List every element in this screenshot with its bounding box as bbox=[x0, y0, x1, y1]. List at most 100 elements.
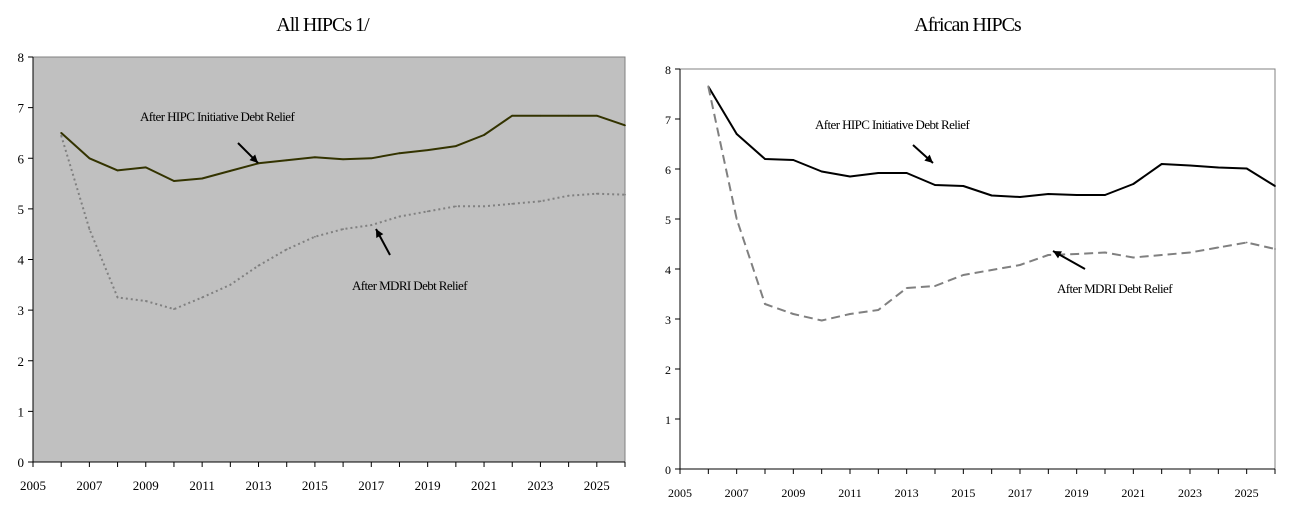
data-point bbox=[877, 172, 880, 174]
y-tick-label: 8 bbox=[18, 50, 25, 65]
x-tick-label: 2009 bbox=[781, 486, 805, 500]
data-point bbox=[707, 85, 710, 88]
data-point bbox=[60, 134, 63, 137]
data-point bbox=[1075, 194, 1078, 196]
data-point bbox=[877, 309, 880, 311]
data-point bbox=[1160, 163, 1163, 165]
x-tick-label: 2011 bbox=[189, 478, 215, 493]
y-tick-label: 1 bbox=[18, 404, 25, 419]
data-point bbox=[483, 134, 485, 136]
data-point bbox=[1189, 251, 1191, 254]
chart-panel-african-hipcs: African HIPCs 0 1 2 3 4 5 6 7 8 2005 2007 2009 2011 2… bbox=[645, 0, 1290, 505]
annotation-arrowhead bbox=[1053, 251, 1062, 259]
data-point bbox=[820, 319, 823, 322]
data-point bbox=[764, 158, 766, 160]
x-tick-label: 2017 bbox=[358, 478, 385, 493]
data-point bbox=[483, 205, 485, 208]
y-tick-label: 3 bbox=[665, 313, 671, 327]
data-point bbox=[1019, 264, 1021, 266]
x-tick-label: 2017 bbox=[1008, 486, 1032, 500]
data-point bbox=[314, 235, 316, 238]
data-point bbox=[934, 285, 936, 287]
y-tick-label: 5 bbox=[18, 202, 25, 217]
y-tick-label: 1 bbox=[665, 413, 671, 427]
data-point bbox=[173, 180, 175, 182]
y-tick-label: 8 bbox=[665, 63, 671, 77]
annotation-label: After HIPC Initiative Debt Relief bbox=[140, 109, 295, 124]
data-point bbox=[285, 159, 288, 162]
data-point bbox=[426, 210, 429, 213]
y-tick-label: 5 bbox=[665, 213, 671, 227]
y-tick-label: 4 bbox=[665, 263, 671, 277]
data-point bbox=[342, 158, 344, 161]
data-point bbox=[539, 114, 542, 117]
chart-title: African HIPCs bbox=[914, 14, 1021, 36]
data-point bbox=[1132, 256, 1135, 259]
data-point bbox=[144, 166, 147, 169]
chart-svg-african-hipcs: 0 1 2 3 4 5 6 7 8 2005 2007 2009 2011 2013 2015 2017 201… bbox=[665, 63, 1276, 500]
y-tick-label: 0 bbox=[665, 463, 671, 477]
data-point bbox=[1274, 248, 1276, 250]
data-point bbox=[116, 296, 119, 299]
data-point bbox=[1047, 254, 1050, 256]
annotation-arrowhead bbox=[249, 154, 258, 163]
data-point bbox=[454, 145, 457, 148]
data-point bbox=[1245, 241, 1248, 244]
data-point bbox=[257, 264, 260, 267]
data-point bbox=[990, 194, 993, 197]
data-point bbox=[820, 170, 823, 173]
data-point bbox=[1019, 196, 1021, 198]
data-point bbox=[595, 192, 598, 195]
x-tick-label: 2007 bbox=[76, 478, 103, 493]
chart-panel-all-hipcs: All HIPCs 1/ 0 1 2 3 4 5 6 7 8 2005 2007 2009 2011 20… bbox=[18, 14, 626, 493]
y-tick-label: 6 bbox=[665, 163, 671, 177]
data-point bbox=[229, 283, 232, 286]
data-point bbox=[511, 202, 514, 205]
plot-area bbox=[32, 56, 626, 463]
data-point bbox=[792, 313, 795, 315]
data-point bbox=[1245, 167, 1248, 170]
x-tick-label: 2025 bbox=[584, 478, 610, 493]
chart-title: All HIPCs 1/ bbox=[276, 14, 369, 36]
data-point bbox=[88, 157, 91, 160]
data-point bbox=[144, 300, 147, 302]
data-point bbox=[1047, 193, 1050, 195]
data-point bbox=[764, 303, 766, 305]
data-point bbox=[454, 205, 457, 208]
data-point bbox=[426, 149, 429, 152]
data-point bbox=[201, 296, 204, 299]
data-point bbox=[398, 152, 401, 155]
data-point bbox=[60, 132, 63, 134]
data-point bbox=[1160, 254, 1163, 256]
data-point bbox=[342, 228, 344, 231]
data-point bbox=[1104, 251, 1106, 254]
x-tick-label: 2013 bbox=[895, 486, 919, 500]
data-point bbox=[595, 114, 598, 117]
annotation-label: After MDRI Debt Relief bbox=[352, 278, 468, 293]
plot-area bbox=[679, 68, 1276, 470]
x-tick-label: 2023 bbox=[527, 478, 553, 493]
x-tick-label: 2005 bbox=[668, 486, 692, 500]
annotation-label: After MDRI Debt Relief bbox=[1057, 281, 1173, 296]
x-tick-label: 2007 bbox=[725, 486, 749, 500]
data-point bbox=[849, 313, 851, 315]
data-point bbox=[905, 172, 908, 174]
x-tick-label: 2005 bbox=[20, 478, 46, 493]
annotation-label: After HIPC Initiative Debt Relief bbox=[815, 117, 970, 132]
data-point bbox=[1132, 183, 1135, 185]
data-point bbox=[990, 269, 993, 271]
data-point bbox=[398, 215, 401, 218]
data-point bbox=[1217, 166, 1220, 169]
y-tick-label: 2 bbox=[18, 354, 25, 369]
x-tick-label: 2015 bbox=[951, 486, 975, 500]
annotation-arrowhead bbox=[924, 154, 933, 163]
chart-svg-all-hipcs: 0 1 2 3 4 5 6 7 8 2005 2007 2009 2011 2013 2015 2017 201… bbox=[18, 50, 626, 493]
data-point bbox=[905, 287, 908, 289]
annotation-arrowhead bbox=[376, 229, 384, 238]
data-point bbox=[962, 185, 965, 187]
y-tick-label: 0 bbox=[18, 455, 25, 470]
y-tick-label: 4 bbox=[18, 253, 25, 268]
data-point bbox=[735, 218, 738, 220]
y-tick-label: 2 bbox=[665, 363, 671, 377]
data-point bbox=[285, 248, 288, 251]
